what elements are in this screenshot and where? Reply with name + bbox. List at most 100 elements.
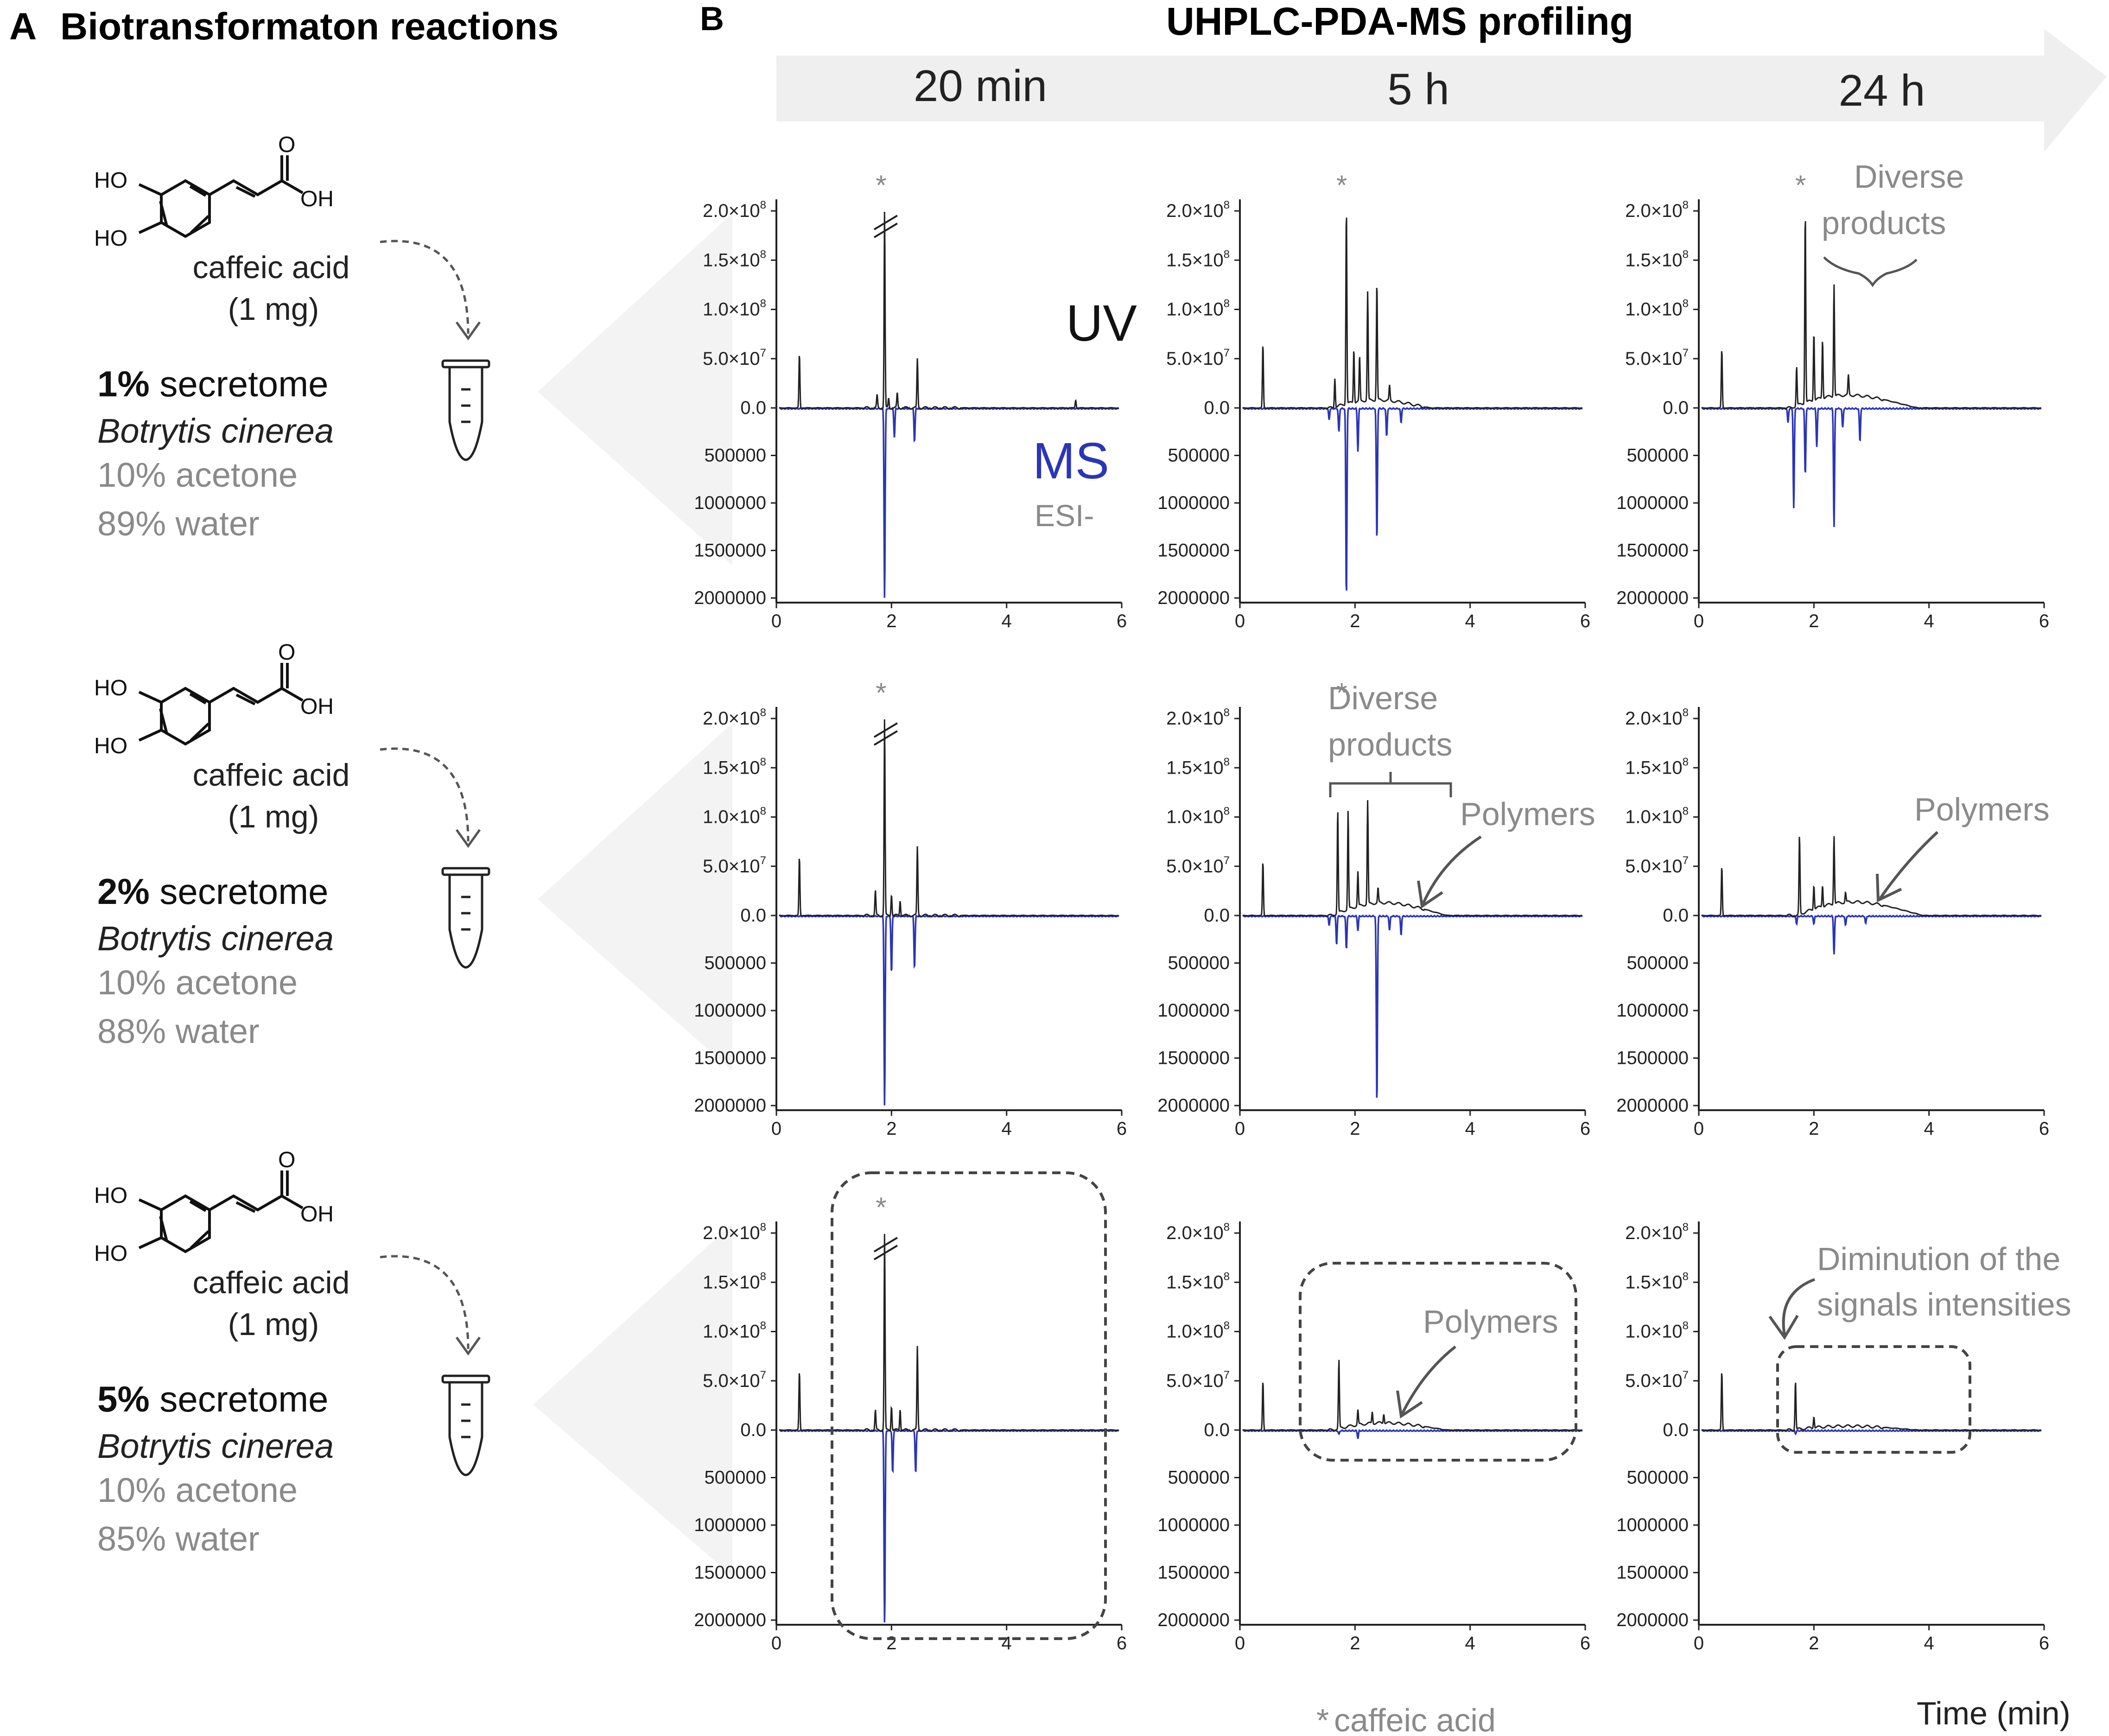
polymers-label: Polymers (1914, 791, 2050, 827)
y-tick-label: 1.5×108 (703, 756, 766, 778)
tube-icon (441, 359, 490, 461)
compound-name: caffeic acid (193, 1265, 350, 1300)
bond (138, 1236, 162, 1249)
y-tick-mantissa: 1.0×10 (1166, 1322, 1223, 1342)
y-tick-label: 2.0×108 (703, 199, 766, 221)
x-tick-label: 0 (771, 611, 781, 631)
y-tick-label: 0.0 (740, 905, 766, 926)
y-tick-exponent: 8 (1683, 805, 1689, 818)
y-tick-mantissa: 5.0×10 (1166, 1371, 1223, 1391)
axis-break-icon (873, 215, 898, 230)
y-tick-mantissa: 1.0×10 (703, 299, 760, 320)
funnel-shape (533, 1224, 732, 1576)
compound-name: caffeic acid (193, 250, 350, 285)
y-tick-label: 0.0 (1663, 398, 1689, 418)
y-tick-exponent: 8 (1683, 1270, 1689, 1283)
caffeic-acid-marker: * (1336, 170, 1347, 201)
y-tick-label: 1500000 (1616, 1048, 1689, 1068)
y-tick-label: 0.0 (1663, 905, 1689, 926)
x-tick-label: 0 (1235, 611, 1245, 631)
side-chain (209, 1194, 283, 1212)
secretome-label: 2% secretome (97, 871, 329, 912)
axis-break-icon (873, 730, 898, 746)
y-tick-label: 1.5×108 (703, 248, 766, 270)
y-tick-mantissa: 1.5×10 (1625, 757, 1682, 778)
o-label: O (278, 1148, 295, 1172)
x-tick-label: 4 (1924, 1119, 1934, 1139)
ms-trace (1242, 914, 1583, 1098)
x-tick-label: 2 (1809, 611, 1819, 631)
y-tick-label: 1000000 (1157, 493, 1230, 513)
x-tick-label: 2 (1809, 1119, 1819, 1139)
y-tick-mantissa: 5.0×10 (703, 856, 760, 877)
y-tick-exponent: 8 (760, 199, 766, 211)
y-tick-exponent: 7 (1683, 854, 1689, 867)
hydroxyl-bond (281, 179, 304, 194)
caffeic-acid-structure (138, 663, 304, 746)
chain-double-bond (235, 186, 256, 198)
secretome-label: 1% secretome (97, 363, 329, 404)
y-tick-label: 2000000 (694, 1610, 766, 1630)
y-tick-exponent: 8 (1683, 248, 1689, 261)
x-axis-title: Time (min) (1917, 1695, 2071, 1731)
y-tick-mantissa: 1.5×10 (703, 1272, 760, 1292)
y-tick-label: 1.0×108 (1166, 298, 1230, 320)
caffeic-acid-marker: * (876, 1192, 886, 1223)
chain-double-bond (235, 1201, 256, 1213)
y-tick-exponent: 8 (1224, 756, 1230, 768)
y-tick-exponent: 8 (760, 1320, 766, 1332)
y-tick-label: 500000 (1168, 445, 1230, 466)
caffeic-acid-marker: * (1336, 677, 1347, 708)
x-tick-label: 2 (886, 1119, 896, 1139)
y-tick-mantissa: 2.0×10 (1625, 708, 1682, 729)
water-label: 88% water (97, 1012, 260, 1050)
x-tick-label: 2 (886, 1633, 896, 1653)
x-tick-label: 2 (1350, 1633, 1360, 1653)
y-tick-mantissa: 1.5×10 (703, 250, 760, 270)
y-tick-mantissa: 2.0×10 (703, 1223, 760, 1243)
y-tick-exponent: 7 (1224, 1369, 1230, 1381)
diverse-products-label: products (1822, 205, 1946, 241)
y-tick-mantissa: 1.0×10 (703, 1322, 760, 1342)
x-tick-label: 4 (1002, 611, 1012, 631)
ring-double-bond (189, 1200, 207, 1212)
arrowhead-icon (1417, 880, 1443, 909)
y-tick-mantissa: 5.0×10 (1625, 856, 1682, 877)
caffeic-acid-marker: * (1795, 170, 1806, 201)
y-tick-label: 2000000 (1616, 588, 1689, 608)
ms-trace (1242, 1429, 1583, 1439)
uv-trace (1243, 800, 1582, 917)
timepoint-label: 24 h (1839, 66, 1925, 115)
bond (138, 691, 162, 704)
ms-trace (1701, 407, 2042, 527)
x-tick-label: 0 (1694, 1119, 1704, 1139)
uv-trace (779, 211, 1119, 410)
y-tick-exponent: 8 (1224, 1221, 1230, 1234)
diverse-products-label: products (1328, 726, 1452, 763)
highlight-box (831, 1171, 1107, 1640)
ring-double-bond (189, 185, 207, 197)
y-tick-label: 1.5×108 (1625, 756, 1689, 778)
secretome-percent: 5% (97, 1379, 150, 1419)
y-tick-label: 1.5×108 (1625, 248, 1689, 270)
y-tick-label: 0.0 (1204, 1420, 1230, 1440)
y-tick-label: 2000000 (694, 1095, 766, 1116)
y-tick-mantissa: 2.0×10 (1625, 1223, 1682, 1243)
y-tick-mantissa: 1.0×10 (1166, 299, 1223, 320)
ring-double-bond (190, 722, 210, 742)
panel-a-letter: A (9, 6, 37, 48)
y-tick-label: 2.0×108 (1166, 199, 1230, 221)
y-tick-mantissa: 1.5×10 (1166, 250, 1223, 270)
x-tick-label: 0 (1235, 1119, 1245, 1139)
chromatogram-panel: 0.05.0×1071.0×1081.5×1082.0×108500000100… (1157, 1221, 1590, 1653)
y-tick-label: 5.0×107 (1166, 1369, 1230, 1391)
dashed-arrow-icon (380, 240, 470, 334)
diminution-label: Diminution of the (1817, 1241, 2060, 1277)
caffeic-acid-structure (138, 155, 304, 238)
x-tick-label: 6 (1117, 1119, 1127, 1139)
ms-trace (1701, 1429, 2042, 1436)
y-tick-label: 2000000 (1157, 588, 1230, 608)
axis-break-icon (873, 722, 898, 738)
diminution-label: signals intensities (1817, 1286, 2071, 1323)
y-tick-mantissa: 2.0×10 (703, 708, 760, 729)
